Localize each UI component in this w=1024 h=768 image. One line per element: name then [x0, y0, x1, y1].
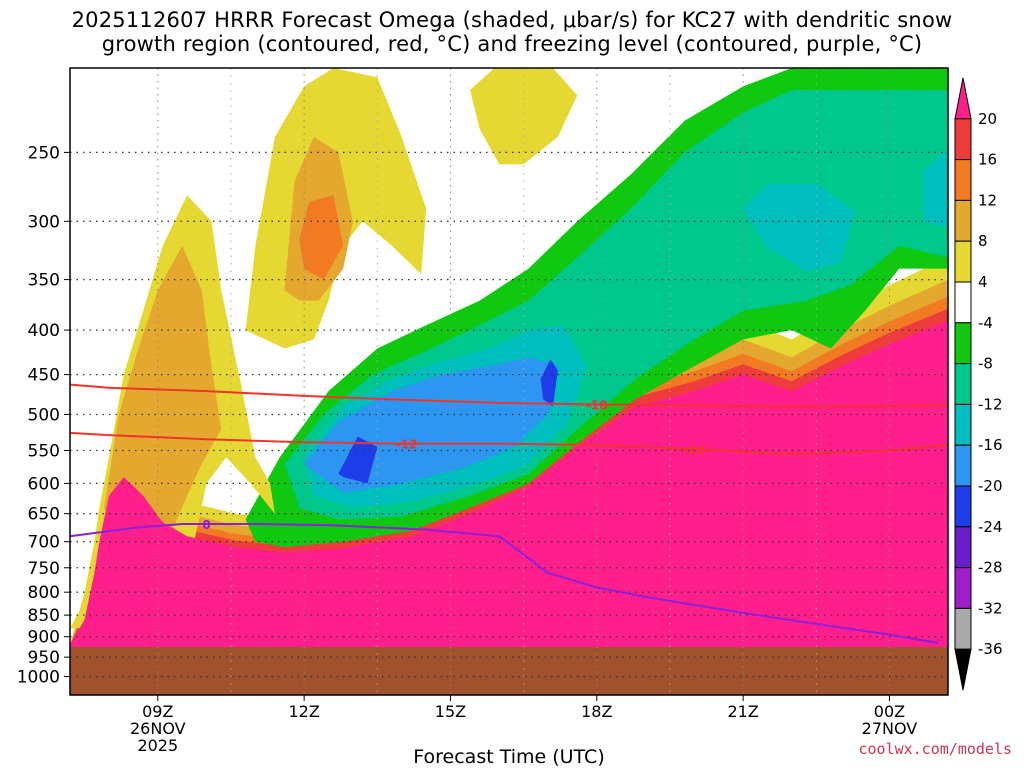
colorbar-label: 8	[978, 232, 988, 250]
omega-region-13	[299, 195, 344, 280]
colorbar-label: -20	[978, 477, 1003, 495]
colorbar-label: -32	[978, 599, 1003, 617]
freezing-level-label: 0	[202, 518, 210, 532]
colorbar-segment	[954, 281, 972, 324]
credit-link[interactable]: coolwx.com/models	[858, 740, 1012, 758]
omega-region-10	[470, 68, 578, 165]
y-tick-label: 250	[28, 143, 60, 163]
colorbar-label: -8	[978, 355, 993, 373]
dgz-contour-label: -12	[396, 438, 418, 452]
y-tick-label: 850	[28, 606, 60, 626]
chart-title-line1: 2025112607 HRRR Forecast Omega (shaded, …	[71, 8, 953, 32]
colorbar-segment	[954, 526, 972, 569]
omega-region-7	[540, 359, 558, 407]
colorbar: 20 16 12 8 4 -4 -8 -12 -16 -20 -24 -28 -32 -36	[954, 77, 1003, 691]
y-tick-label: 650	[28, 505, 60, 525]
colorbar-segment	[954, 322, 972, 365]
y-tick-label: 450	[28, 366, 60, 386]
y-tick-label: 750	[28, 559, 60, 579]
colorbar-label: 16	[978, 151, 997, 169]
y-tick-label: 400	[28, 321, 60, 341]
x-tick-label: 00Z	[874, 702, 905, 721]
colorbar-label: -16	[978, 436, 1003, 454]
colorbar-segment	[954, 485, 972, 528]
y-tick-label: 350	[28, 271, 60, 291]
grid-lines	[70, 68, 948, 695]
dgz-contour-1	[69, 431, 949, 455]
colorbar-segment	[954, 444, 972, 487]
colorbar-arrow-top	[954, 77, 972, 120]
plot-area	[70, 68, 949, 695]
x-tick-label: 2025	[137, 736, 178, 755]
omega-region-3	[743, 184, 856, 271]
dgz-contour-label: -12	[684, 443, 706, 457]
dgz-contour-0	[69, 383, 949, 408]
colorbar-segment	[954, 199, 972, 242]
colorbar-segment	[954, 240, 972, 283]
ground-below-surface	[70, 647, 948, 695]
x-tick-label: 27NOV	[862, 719, 918, 738]
omega-region-6	[338, 436, 378, 484]
colorbar-segment	[954, 607, 972, 650]
y-tick-label: 300	[28, 212, 60, 232]
dgz-contour-label: -18	[586, 399, 608, 413]
axes: 2503003504004505005506006507007508008509…	[17, 67, 949, 755]
colorbar-segment	[954, 403, 972, 446]
x-tick-label: 18Z	[581, 702, 612, 721]
y-tick-label: 500	[28, 405, 60, 425]
y-tick-label: 900	[28, 628, 60, 648]
y-tick-label: 550	[28, 442, 60, 462]
colorbar-label: -24	[978, 518, 1003, 536]
freezing-level-contour	[69, 523, 939, 644]
colorbar-label: -4	[978, 314, 993, 332]
y-tick-label: 600	[28, 474, 60, 494]
x-axis-label: Forecast Time (UTC)	[413, 746, 604, 768]
plot-frame	[69, 67, 949, 696]
x-tick-label: 12Z	[288, 702, 319, 721]
y-tick-label: 700	[28, 533, 60, 553]
colorbar-segment	[954, 118, 972, 161]
x-tick-label: 09Z	[142, 702, 173, 721]
x-tick-label: 21Z	[727, 702, 758, 721]
colorbar-segment	[954, 363, 972, 405]
colorbar-label: 20	[978, 110, 997, 128]
y-tick-label: 800	[28, 583, 60, 603]
omega-region-4	[923, 149, 948, 228]
colorbar-segment	[954, 159, 972, 201]
colorbar-label: -28	[978, 559, 1003, 577]
colorbar-label: -12	[978, 395, 1003, 413]
colorbar-segment	[954, 567, 972, 609]
colorbar-label: 4	[978, 273, 988, 291]
omega-positive-region	[70, 320, 948, 658]
chart-title-line2: growth region (contoured, red, °C) and f…	[101, 32, 923, 56]
colorbar-arrow-bottom	[954, 648, 972, 691]
x-tick-label: 15Z	[435, 702, 466, 721]
colorbar-label: -36	[978, 640, 1003, 658]
y-tick-label: 950	[28, 648, 60, 668]
y-tick-label: 1000	[17, 668, 60, 688]
x-tick-label: 26NOV	[130, 719, 186, 738]
contour-layer: -18-18-12-120	[69, 383, 949, 644]
colorbar-label: 12	[978, 191, 997, 209]
